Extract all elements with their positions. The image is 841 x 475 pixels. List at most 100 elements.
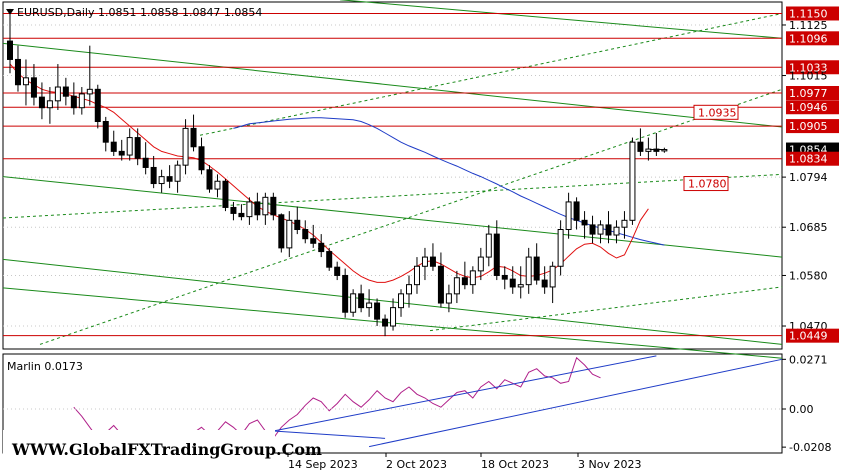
price-label: 1.1096 xyxy=(789,32,828,45)
candle-body xyxy=(525,256,532,286)
down-channel-low xyxy=(2,258,783,345)
candle-body xyxy=(645,148,652,152)
dropdown-triangle-icon[interactable] xyxy=(6,9,14,15)
candle-body xyxy=(326,251,333,268)
price-tag xyxy=(786,6,839,21)
candle-body xyxy=(198,146,205,171)
price-label: 1.0449 xyxy=(789,330,828,343)
osc-channel-top xyxy=(273,355,657,432)
candle-body xyxy=(661,149,668,152)
level-lines xyxy=(3,12,782,337)
candle-body xyxy=(270,196,277,216)
candle-body xyxy=(421,256,428,267)
price-label: 1.1015 xyxy=(789,70,828,83)
osc-channel-left xyxy=(273,430,386,439)
price-label: 1.1033 xyxy=(789,61,828,74)
candle-body xyxy=(469,270,476,286)
candle-body xyxy=(110,141,117,152)
price-label: 1.0905 xyxy=(789,120,828,133)
candle-body xyxy=(310,238,317,244)
candle-body xyxy=(262,196,269,216)
candle-body xyxy=(358,293,365,309)
candle-body xyxy=(86,88,93,95)
price-label: 1.0834 xyxy=(789,153,828,166)
price-label: 1.0580 xyxy=(789,269,828,282)
candle-body xyxy=(54,86,61,102)
down-channel-mid xyxy=(2,176,783,258)
candle-body xyxy=(541,279,548,288)
candle-body xyxy=(22,77,29,86)
candle-body xyxy=(390,307,397,327)
time-label: 2 Oct 2023 xyxy=(386,458,447,471)
price-tag xyxy=(786,151,839,166)
candle-body xyxy=(374,302,381,320)
price-tag xyxy=(786,31,839,46)
price-tag xyxy=(786,100,839,115)
candle-body xyxy=(605,224,612,236)
osc-tick-label: 0.0271 xyxy=(789,353,828,366)
price-label: 1.1125 xyxy=(789,19,828,32)
candle-body xyxy=(382,318,389,327)
candle-body xyxy=(629,141,636,221)
price-tag xyxy=(786,328,839,343)
candle-body xyxy=(493,233,500,276)
price-tag xyxy=(786,119,839,134)
candle-body xyxy=(406,284,412,295)
price-tag xyxy=(786,60,839,75)
candle-body xyxy=(38,96,45,109)
time-axis: 14 Sep 2023 2 Oct 2023 18 Oct 2023 3 Nov 20… xyxy=(287,453,641,471)
candle-body xyxy=(398,293,405,309)
up-dashed-1 xyxy=(2,173,783,219)
osc-channel-bottom xyxy=(368,358,783,448)
price-label: 1.0794 xyxy=(789,171,828,184)
candle-body xyxy=(302,229,309,240)
up-dashed-2 xyxy=(39,88,783,345)
candles[interactable] xyxy=(7,8,668,337)
time-label: 14 Sep 2023 xyxy=(288,458,358,471)
annotation-label: 1.0935 xyxy=(698,106,737,119)
candle-body xyxy=(477,256,484,272)
candle-body xyxy=(78,93,85,109)
candle-body xyxy=(557,229,564,267)
candle-body xyxy=(94,88,101,122)
annotation-label: 1.0780 xyxy=(688,178,727,191)
candle-body xyxy=(102,120,109,143)
candle-body xyxy=(318,242,325,253)
candle-body xyxy=(166,176,173,182)
candle-body xyxy=(334,266,341,276)
candle-body xyxy=(413,265,420,286)
candle-body xyxy=(589,224,596,235)
candle-body xyxy=(597,224,604,235)
up-dashed-4 xyxy=(429,286,783,332)
price-tag xyxy=(786,86,839,101)
price-label: 1.0977 xyxy=(789,87,828,100)
watermark: WWW.GlobalFXTradingGroup.Com xyxy=(11,440,322,459)
candle-body xyxy=(174,164,181,182)
candle-body xyxy=(30,77,37,98)
candle-body xyxy=(621,219,628,228)
time-label: 3 Nov 2023 xyxy=(578,458,641,471)
candle-body xyxy=(222,180,229,208)
candle-body xyxy=(342,274,349,313)
price-label: 1.0946 xyxy=(789,101,828,114)
candle-body xyxy=(246,201,253,218)
annotation-box xyxy=(683,176,729,192)
trend-channels xyxy=(2,0,783,359)
symbol-header: EURUSD,Daily 1.0851 1.0858 1.0847 1.0854 xyxy=(17,6,262,19)
candle-body xyxy=(14,58,21,86)
candle-body xyxy=(350,293,357,313)
candle-body xyxy=(230,206,237,214)
candle-body xyxy=(254,201,261,216)
candle-body xyxy=(461,277,468,286)
candle-body xyxy=(581,219,588,226)
price-label: 1.0685 xyxy=(789,221,828,234)
candle-body xyxy=(238,212,245,218)
candle-body xyxy=(509,278,516,288)
candle-body xyxy=(134,137,141,159)
main-plot-frame xyxy=(2,1,783,350)
candle-body xyxy=(437,265,444,304)
osc-tick-label: -0.0208 xyxy=(789,441,831,454)
down-channel-top xyxy=(2,42,783,128)
candle-body xyxy=(565,201,572,231)
candle-body xyxy=(286,219,293,249)
